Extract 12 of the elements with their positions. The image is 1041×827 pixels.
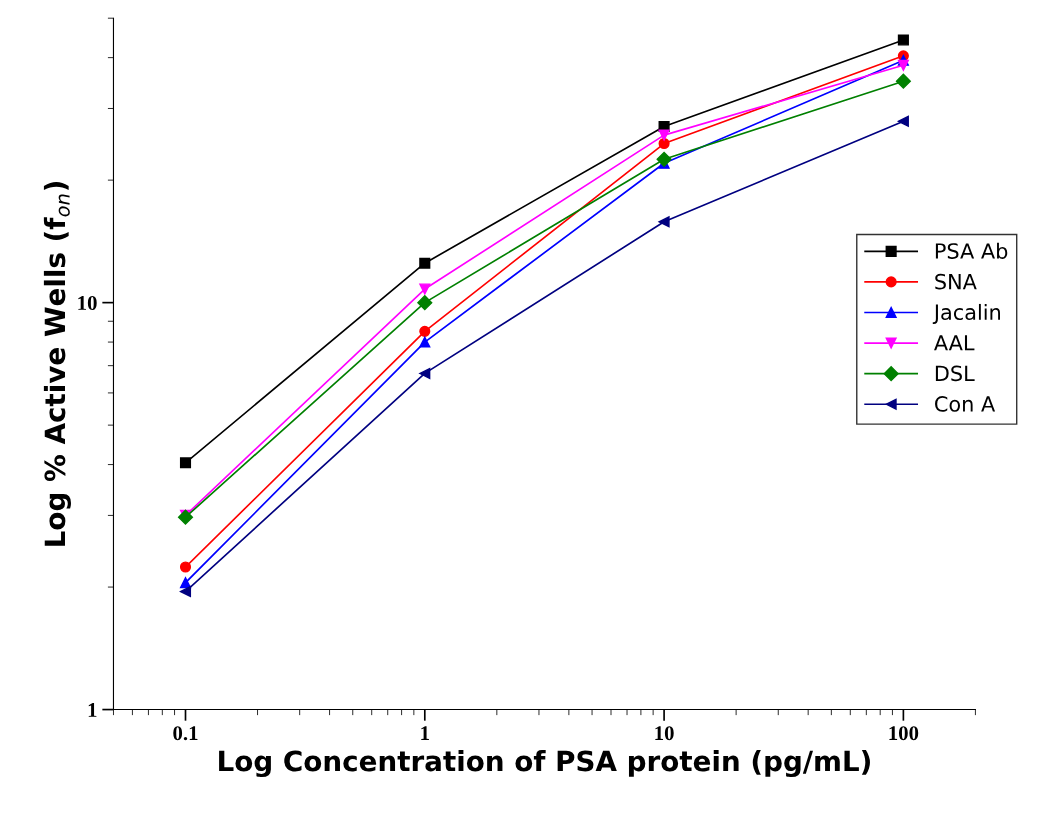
legend-label: DSL <box>935 365 975 382</box>
x-tick-label: 100 <box>889 726 919 741</box>
x-tick-label: 10 <box>655 726 674 741</box>
legend-label: SNA <box>935 273 977 290</box>
legend-label: AAL <box>934 335 975 351</box>
x-tick-label: 0.1 <box>173 726 198 741</box>
x-axis-title: Log Concentration of PSA protein (pg/mL) <box>219 749 870 778</box>
legend-label: PSA Ab <box>935 242 1008 259</box>
legend-label: Jacalin <box>932 303 1000 324</box>
y-axis-title: Log % Active Wells (f$_{on}$) <box>43 182 71 546</box>
x-tick-label: 1 <box>421 726 429 740</box>
legend-label: Con A <box>935 396 996 412</box>
